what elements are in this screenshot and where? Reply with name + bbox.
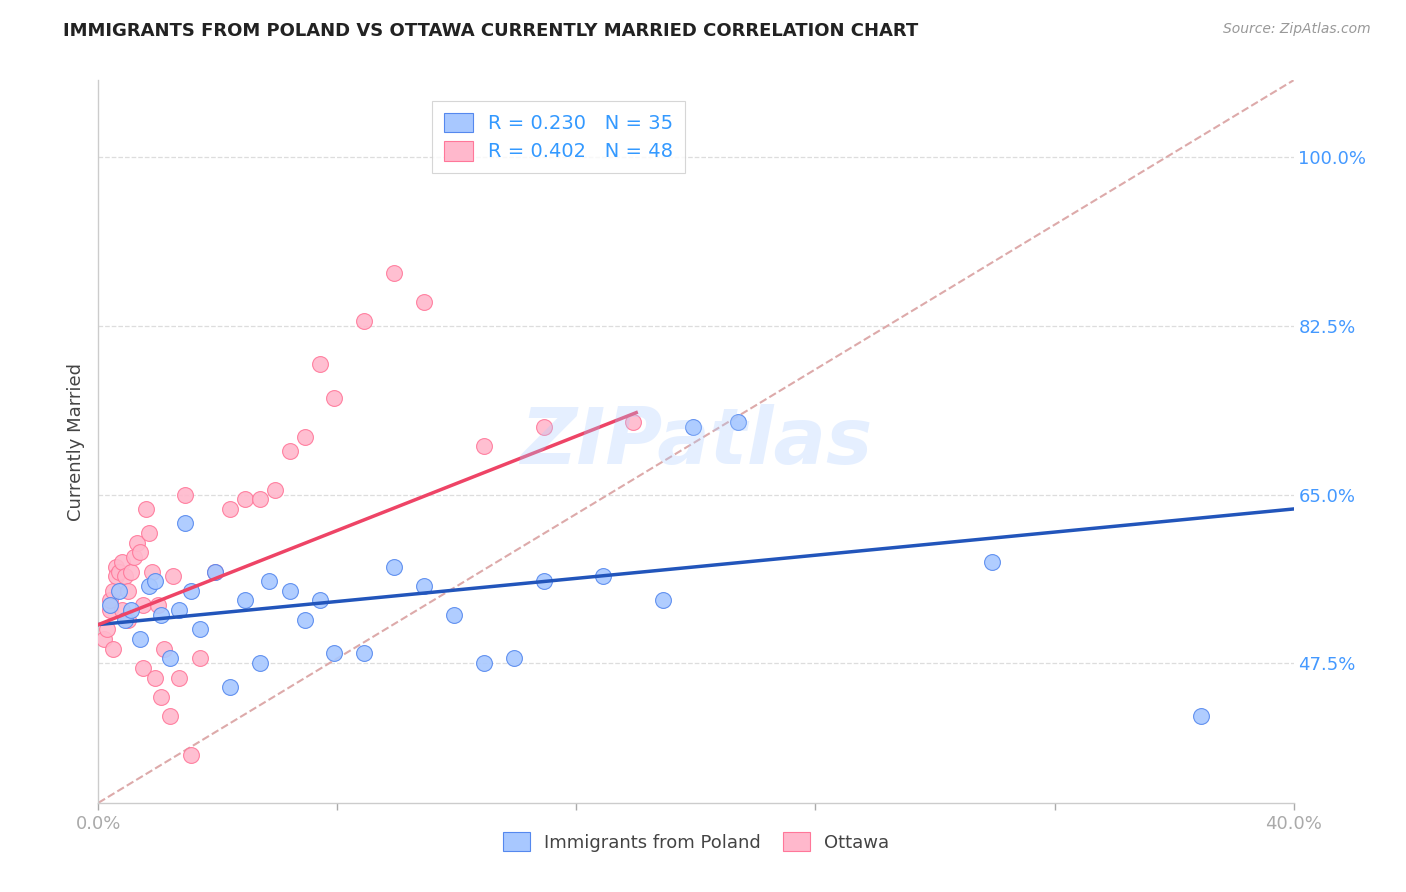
Point (93, 632, 115, 646)
Point (308, 358, 330, 372)
Point (294, 613, 316, 627)
Point (278, 444, 301, 458)
Point (382, 266, 405, 280)
Point (159, 709, 181, 723)
Point (120, 565, 142, 579)
Point (621, 415, 644, 429)
Point (105, 569, 128, 583)
Point (204, 565, 226, 579)
Point (117, 583, 139, 598)
Point (263, 483, 285, 497)
Point (353, 647, 375, 661)
Point (111, 603, 134, 617)
Point (174, 516, 197, 531)
Point (167, 603, 190, 617)
Point (132, 599, 155, 613)
Point (150, 690, 173, 704)
Point (533, 420, 555, 434)
Point (143, 574, 166, 589)
Point (143, 671, 166, 685)
Point (188, 651, 211, 665)
Point (443, 607, 465, 622)
Point (180, 747, 202, 762)
Point (249, 492, 271, 507)
Point (323, 391, 346, 405)
Point (682, 420, 704, 434)
Text: IMMIGRANTS FROM POLAND VS OTTAWA CURRENTLY MARRIED CORRELATION CHART: IMMIGRANTS FROM POLAND VS OTTAWA CURRENT… (63, 22, 918, 40)
Point (114, 569, 136, 583)
Point (533, 574, 555, 589)
Point (502, 651, 524, 665)
Point (323, 647, 346, 661)
Point (153, 641, 176, 656)
Point (124, 550, 146, 565)
Point (98, 603, 122, 617)
Point (103, 641, 125, 656)
Point (167, 671, 190, 685)
Point (111, 555, 134, 569)
Point (162, 569, 184, 583)
Point (592, 569, 614, 583)
Point (103, 583, 125, 598)
Point (382, 559, 405, 574)
Point (96, 623, 118, 637)
Point (249, 656, 271, 670)
Point (233, 593, 256, 607)
Y-axis label: Currently Married: Currently Married (66, 362, 84, 521)
Point (141, 565, 163, 579)
Point (219, 502, 242, 516)
Point (129, 545, 152, 559)
Point (472, 656, 495, 670)
Point (98, 593, 122, 607)
Point (138, 579, 160, 593)
Point (132, 661, 155, 675)
Point (127, 535, 149, 549)
Point (138, 526, 160, 541)
Point (188, 623, 211, 637)
Point (98, 599, 122, 613)
Point (135, 502, 157, 516)
Point (278, 583, 301, 598)
Point (413, 294, 436, 309)
Point (727, 415, 749, 429)
Point (413, 579, 436, 593)
Point (980, 555, 1002, 569)
Point (120, 603, 142, 617)
Legend: Immigrants from Poland, Ottawa: Immigrants from Poland, Ottawa (495, 825, 897, 859)
Point (472, 439, 495, 453)
Point (204, 565, 226, 579)
Point (353, 314, 375, 328)
Point (174, 487, 197, 501)
Point (108, 583, 131, 598)
Point (180, 583, 202, 598)
Point (117, 613, 139, 627)
Point (1189, 709, 1212, 723)
Point (294, 430, 316, 444)
Point (652, 593, 675, 607)
Point (108, 565, 131, 579)
Point (150, 607, 173, 622)
Point (308, 593, 330, 607)
Point (129, 632, 152, 646)
Point (219, 680, 242, 694)
Point (233, 492, 256, 507)
Point (148, 599, 170, 613)
Text: ZIPatlas: ZIPatlas (520, 403, 872, 480)
Point (114, 613, 136, 627)
Point (257, 574, 280, 589)
Point (105, 559, 128, 574)
Text: Source: ZipAtlas.com: Source: ZipAtlas.com (1223, 22, 1371, 37)
Point (159, 651, 181, 665)
